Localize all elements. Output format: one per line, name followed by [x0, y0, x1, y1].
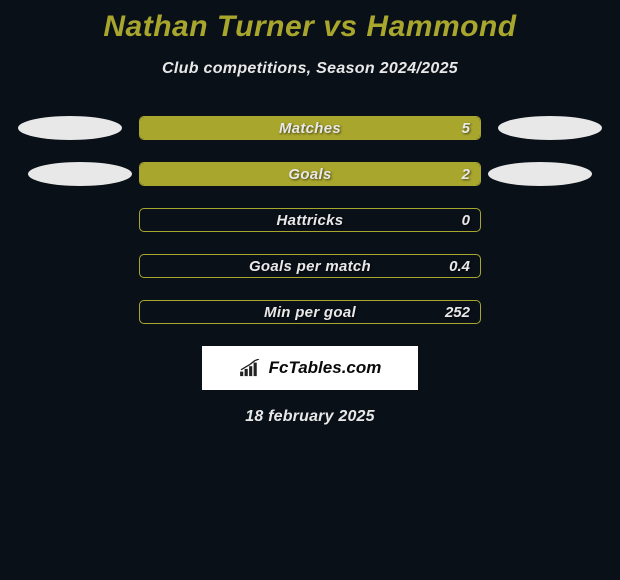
- vs-text: vs: [323, 10, 357, 43]
- stat-bar: Hattricks0: [139, 208, 481, 232]
- chart-icon: [239, 359, 261, 377]
- stats-container: Matches5Goals2Hattricks0Goals per match0…: [0, 116, 620, 324]
- stat-bar: Goals2: [139, 162, 481, 186]
- logo-text: FcTables.com: [269, 358, 382, 378]
- left-ellipse: [28, 162, 132, 186]
- stat-row: Matches5: [10, 116, 610, 140]
- stat-label: Goals: [140, 166, 480, 183]
- stat-row: Goals2: [10, 162, 610, 186]
- player2-name: Hammond: [366, 10, 516, 43]
- stat-value: 0.4: [449, 258, 470, 275]
- player1-name: Nathan Turner: [103, 10, 314, 43]
- stat-label: Min per goal: [140, 304, 480, 321]
- stat-value: 2: [462, 166, 470, 183]
- comparison-card: Nathan Turner vs Hammond Club competitio…: [0, 0, 620, 426]
- stat-label: Matches: [140, 120, 480, 137]
- stat-bar: Min per goal252: [139, 300, 481, 324]
- left-ellipse: [18, 116, 122, 140]
- stat-value: 5: [462, 120, 470, 137]
- date-text: 18 february 2025: [0, 408, 620, 426]
- stat-label: Goals per match: [140, 258, 480, 275]
- right-ellipse: [498, 116, 602, 140]
- stat-value: 0: [462, 212, 470, 229]
- subtitle: Club competitions, Season 2024/2025: [0, 60, 620, 78]
- stat-row: Hattricks0: [10, 208, 610, 232]
- stat-label: Hattricks: [140, 212, 480, 229]
- logo-box: FcTables.com: [202, 346, 418, 390]
- stat-bar: Goals per match0.4: [139, 254, 481, 278]
- stat-row: Min per goal252: [10, 300, 610, 324]
- right-ellipse: [488, 162, 592, 186]
- page-title: Nathan Turner vs Hammond: [0, 10, 620, 44]
- stat-value: 252: [445, 304, 470, 321]
- stat-row: Goals per match0.4: [10, 254, 610, 278]
- stat-bar: Matches5: [139, 116, 481, 140]
